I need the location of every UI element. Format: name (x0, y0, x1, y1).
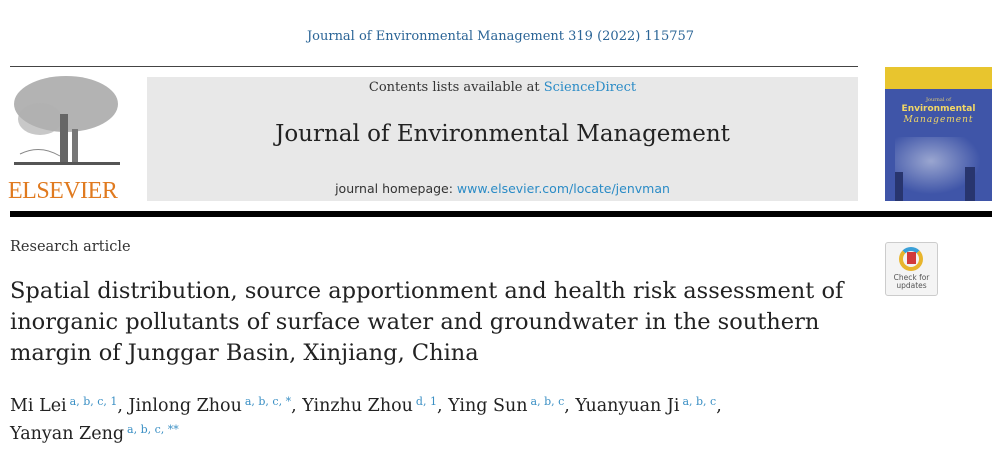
author[interactable]: Mi Lei a, b, c, 1 (10, 395, 118, 416)
running-header: Journal of Environmental Management 319 … (306, 29, 695, 44)
affiliation-marker[interactable]: a, b, c (530, 395, 565, 408)
author[interactable]: Jinlong Zhou a, b, c, * (128, 395, 292, 416)
cover-small-text: Journal of (926, 97, 951, 103)
cover-title-line1: Environmental (901, 104, 976, 114)
elsevier-logo[interactable]: ELSEVIER (8, 74, 123, 204)
article-title: Spatial distribution, source apportionme… (10, 278, 844, 366)
author[interactable]: Yanyan Zeng a, b, c, ** (10, 423, 179, 444)
author[interactable]: Ying Sun a, b, c (448, 395, 565, 416)
affiliation-marker[interactable]: a, b, c, 1 (69, 395, 118, 408)
elsevier-wordmark: ELSEVIER (8, 178, 118, 204)
sciencedirect-link[interactable]: ScienceDirect (543, 80, 637, 95)
update-ring-icon (899, 247, 923, 271)
contents-prefix: Contents lists available at (368, 80, 544, 95)
badge-text: Check for updates (893, 273, 930, 290)
cover-chimney (895, 172, 903, 201)
article-type: Research article (10, 239, 131, 255)
author-list: Mi Lei a, b, c, 1, Jinlong Zhou a, b, c, *… (10, 395, 722, 444)
journal-title[interactable]: Journal of Environmental Management (275, 121, 730, 147)
cover-band (885, 67, 992, 89)
top-rule (10, 66, 858, 67)
affiliation-marker[interactable]: d, 1 (415, 395, 437, 408)
cover-chimney (965, 167, 975, 201)
author[interactable]: Yuanyuan Ji a, b, c (575, 395, 717, 416)
homepage-link[interactable]: www.elsevier.com/locate/jenvman (456, 181, 670, 196)
journal-banner: Contents lists available at ScienceDirec… (147, 77, 858, 201)
journal-cover[interactable]: Journal of Environmental Management (885, 67, 992, 201)
contents-line: Contents lists available at ScienceDirec… (147, 80, 858, 95)
affiliation-marker[interactable]: a, b, c (682, 395, 717, 408)
bookmark-icon (907, 252, 916, 264)
author[interactable]: Yinzhu Zhou d, 1 (302, 395, 437, 416)
affiliation-marker[interactable]: a, b, c, ** (127, 423, 179, 436)
check-for-updates-button[interactable]: Check for updates (885, 242, 938, 296)
homepage-prefix: journal homepage: (335, 181, 457, 196)
tree-icon (14, 76, 120, 165)
cover-title-line2: Management (903, 115, 974, 125)
homepage-line: journal homepage: www.elsevier.com/locat… (147, 181, 858, 196)
header-bar (10, 211, 992, 217)
affiliation-marker[interactable]: a, b, c, * (244, 395, 292, 408)
